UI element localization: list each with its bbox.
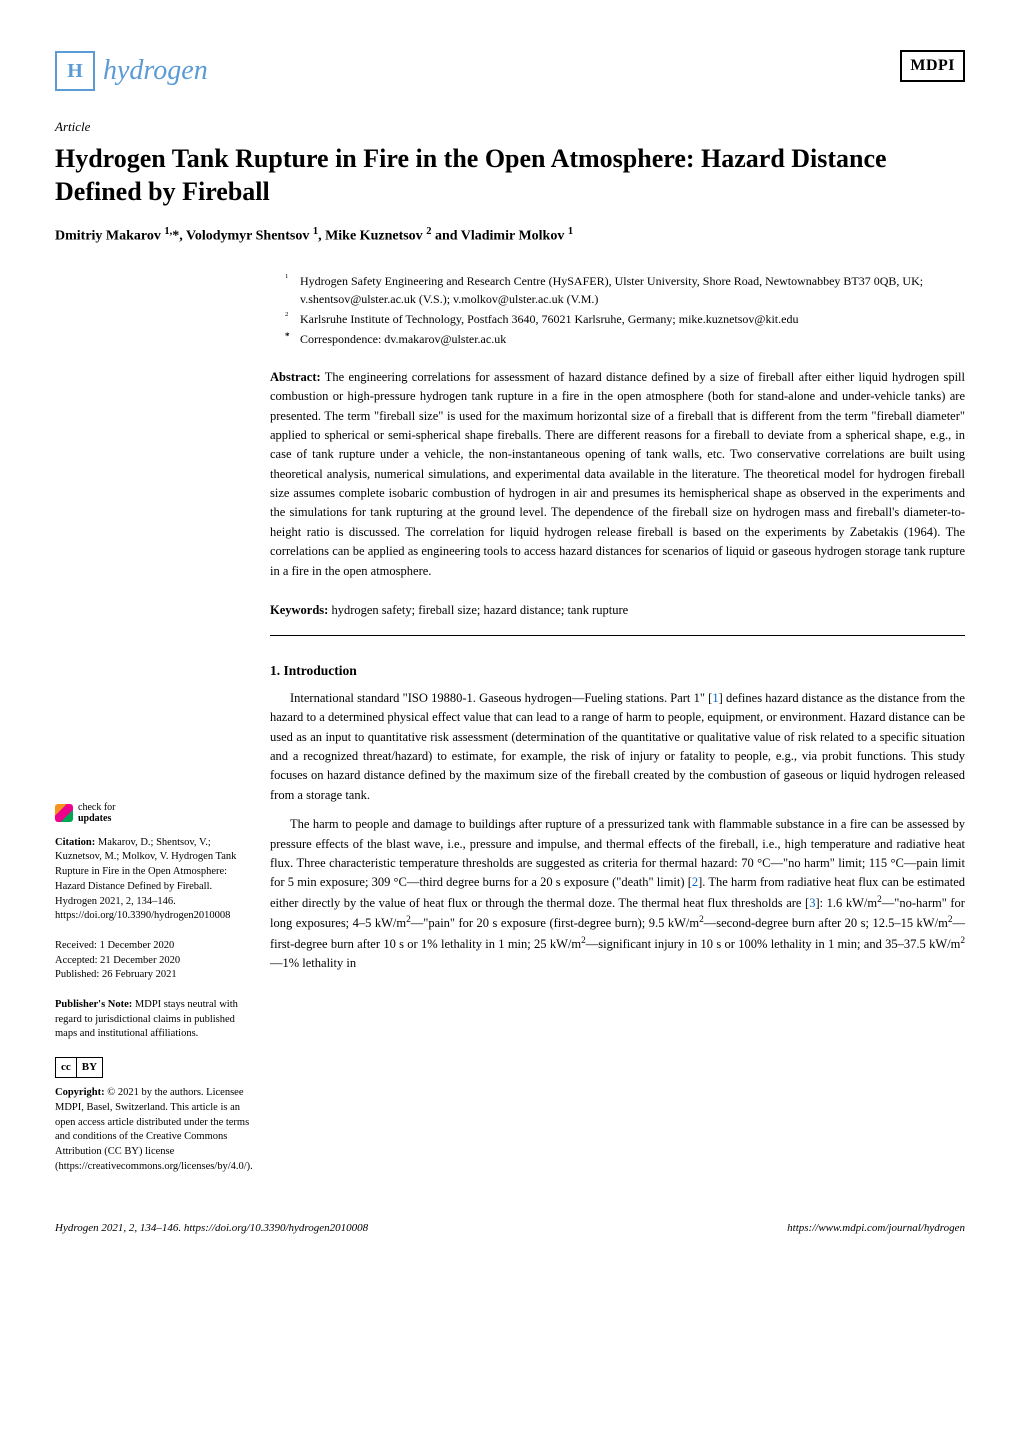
publisher-logo: MDPI xyxy=(900,50,965,82)
page-footer: Hydrogen 2021, 2, 134–146. https://doi.o… xyxy=(55,1220,965,1237)
crossmark-icon xyxy=(55,804,73,822)
body-paragraph: The harm to people and damage to buildin… xyxy=(270,815,965,973)
footer-left: Hydrogen 2021, 2, 134–146. https://doi.o… xyxy=(55,1220,368,1237)
article-title: Hydrogen Tank Rupture in Fire in the Ope… xyxy=(55,142,965,210)
sidebar: check for updates Citation: Makarov, D.;… xyxy=(55,272,250,1190)
body-paragraph: International standard "ISO 19880-1. Gas… xyxy=(270,689,965,805)
journal-logo: H hydrogen xyxy=(55,50,208,92)
article-type-label: Article xyxy=(55,117,965,137)
journal-name: hydrogen xyxy=(103,50,208,92)
dates-block: Received: 1 December 2020 Accepted: 21 D… xyxy=(55,939,250,983)
abstract-label: Abstract: xyxy=(270,370,321,384)
accepted-date: Accepted: 21 December 2020 xyxy=(55,954,250,969)
page-header: H hydrogen MDPI xyxy=(55,50,965,92)
copyright-label: Copyright: xyxy=(55,1087,105,1098)
check-updates-text: check for updates xyxy=(78,802,115,824)
abstract-text: The engineering correlations for assessm… xyxy=(270,370,965,578)
check-updates-badge[interactable]: check for updates xyxy=(55,802,250,824)
citation-label: Citation: xyxy=(55,837,95,848)
citation-text: Makarov, D.; Shentsov, V.; Kuznetsov, M.… xyxy=(55,837,236,921)
article-content: 1 Hydrogen Safety Engineering and Resear… xyxy=(270,272,965,1190)
section-heading: 1. Introduction xyxy=(270,661,965,681)
citation-block: Citation: Makarov, D.; Shentsov, V.; Kuz… xyxy=(55,836,250,924)
cc-license-icon: cc BY xyxy=(55,1057,103,1078)
published-date: Published: 26 February 2021 xyxy=(55,968,250,983)
abstract-block: Abstract: The engineering correlations f… xyxy=(270,368,965,581)
footer-right: https://www.mdpi.com/journal/hydrogen xyxy=(787,1220,965,1237)
authors-line: Dmitriy Makarov 1,*, Volodymyr Shentsov … xyxy=(55,224,965,247)
license-block: cc BY Copyright: © 2021 by the authors. … xyxy=(55,1057,250,1175)
affiliations: 1 Hydrogen Safety Engineering and Resear… xyxy=(270,272,965,348)
publisher-note-block: Publisher's Note: MDPI stays neutral wit… xyxy=(55,998,250,1042)
main-content: check for updates Citation: Makarov, D.;… xyxy=(55,272,965,1190)
journal-logo-icon: H xyxy=(55,51,95,91)
keywords-text: hydrogen safety; fireball size; hazard d… xyxy=(331,603,628,617)
copyright-text: © 2021 by the authors. Licensee MDPI, Ba… xyxy=(55,1087,253,1171)
affiliation-item: 1 Hydrogen Safety Engineering and Resear… xyxy=(285,272,965,308)
section-divider xyxy=(270,635,965,636)
keywords-block: Keywords: hydrogen safety; fireball size… xyxy=(270,601,965,620)
received-date: Received: 1 December 2020 xyxy=(55,939,250,954)
affiliation-item: 2 Karlsruhe Institute of Technology, Pos… xyxy=(285,310,965,328)
affiliation-item: * Correspondence: dv.makarov@ulster.ac.u… xyxy=(285,330,965,348)
keywords-label: Keywords: xyxy=(270,603,328,617)
publisher-note-label: Publisher's Note: xyxy=(55,999,132,1010)
